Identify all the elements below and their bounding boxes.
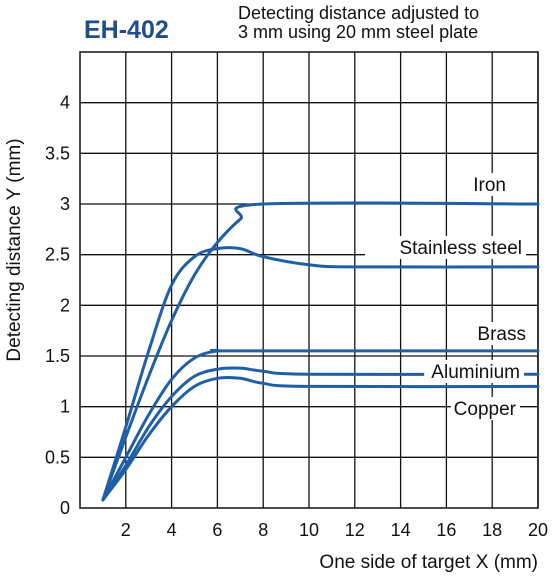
y-axis-ticks: 0 0.5 1 1.5 2 2.5 3 3.5 4 (45, 93, 70, 518)
grid (80, 52, 539, 508)
y-tick-label: 0.5 (45, 447, 70, 467)
series-label-background (471, 322, 530, 345)
series-line-stainless-steel (101, 246, 540, 502)
y-tick-label: 2.5 (45, 245, 70, 265)
series-lines (101, 201, 540, 502)
series-labels: Iron Stainless steel Brass Aluminium Copper (365, 173, 530, 420)
x-tick-label: 4 (167, 520, 177, 540)
series-label-background (450, 397, 520, 420)
chart-subtitle-line-2: 3 mm using 20 mm steel plate (238, 22, 479, 42)
x-tick-label: 16 (436, 520, 456, 540)
x-tick-label: 20 (528, 520, 548, 540)
series-line-brass (101, 348, 540, 502)
x-tick-label: 14 (391, 520, 411, 540)
chart-subtitle: Detecting distance adjusted to 3 mm usin… (238, 4, 479, 42)
series-line-aluminium (101, 366, 540, 502)
series-label-aluminium: Aluminium (431, 362, 520, 383)
x-axis-label: One side of target X (mm) (319, 552, 538, 573)
series-label-background (365, 236, 526, 259)
y-tick-label: 3.5 (45, 143, 70, 163)
x-tick-label: 10 (299, 520, 319, 540)
chart-subtitle-line-1: Detecting distance adjusted to (238, 3, 480, 23)
y-axis-label: Detecting distance Y (mm) (4, 138, 25, 361)
x-tick-label: 6 (212, 520, 222, 540)
series-label-background (461, 173, 510, 196)
y-tick-label: 4 (60, 93, 70, 113)
chart-title: EH-402 (84, 16, 169, 44)
y-tick-label: 2 (60, 295, 70, 315)
x-tick-label: 18 (482, 520, 502, 540)
series-line-copper (101, 375, 540, 502)
x-axis-ticks: 2 4 6 8 10 12 14 16 18 20 (121, 520, 548, 540)
series-label-iron: Iron (473, 175, 506, 196)
series-line-iron (101, 201, 540, 502)
series-label-background (424, 360, 524, 383)
y-tick-label: 1 (60, 397, 70, 417)
series-label-copper: Copper (454, 399, 517, 420)
x-tick-label: 8 (258, 520, 268, 540)
x-tick-label: 2 (121, 520, 131, 540)
y-tick-label: 1.5 (45, 346, 70, 366)
series-label-brass: Brass (477, 324, 526, 345)
series-label-stainless-steel: Stainless steel (399, 238, 522, 259)
x-tick-label: 12 (345, 520, 365, 540)
plot-frame (79, 51, 539, 509)
y-tick-label: 3 (60, 194, 70, 214)
y-tick-label: 0 (60, 498, 70, 518)
